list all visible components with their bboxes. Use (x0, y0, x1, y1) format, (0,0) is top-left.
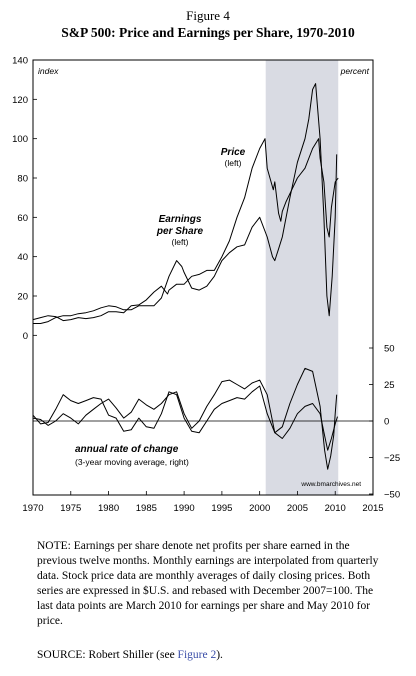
x-axis-tick-label: 2000 (249, 503, 270, 514)
eps-annotation-line2: per Share (156, 226, 204, 237)
left-axis-tick-label: 120 (12, 95, 28, 106)
right-axis-tick-label: 25 (384, 380, 395, 391)
earnings-change-line (32, 367, 338, 470)
earnings-line (33, 83, 338, 324)
price-change-line (32, 379, 338, 451)
right-axis-tick-label: 0 (384, 417, 389, 428)
left-axis-label: index (38, 66, 59, 76)
credit-text: www.bmarchives.net (300, 481, 361, 488)
left-axis-tick-label: 80 (17, 174, 28, 185)
x-axis-tick-label: 2010 (325, 503, 346, 514)
rate-annotation: annual rate of change (75, 444, 179, 455)
right-axis-tick-label: −25 (384, 453, 400, 464)
figure-label: Figure 4 (186, 8, 230, 23)
eps-annotation-sub: (left) (172, 237, 189, 247)
x-axis-tick-label: 2015 (362, 503, 383, 514)
right-axis-tick-label: 50 (384, 344, 395, 355)
source-line: SOURCE: Robert Shiller (see Figure 2). (37, 649, 387, 661)
chart-canvas: 0 20 40 60 80 100 120 140 50 25 0 −25 −50 1970 1975 198… (12, 56, 400, 515)
chart-title: S&P 500: Price and Earnings per Share, 1… (61, 25, 355, 40)
x-axis-tick-label: 1975 (60, 503, 81, 514)
x-axis-tick-label: 1970 (22, 503, 43, 514)
eps-annotation-line1: Earnings (159, 214, 202, 225)
x-axis-tick-label: 1990 (174, 503, 195, 514)
x-axis-tick-label: 2005 (287, 503, 308, 514)
source-prefix: SOURCE: Robert Shiller (see (37, 649, 178, 661)
price-annotation-sub: (left) (225, 158, 242, 168)
left-axis-tick-label: 100 (12, 134, 28, 145)
left-axis-tick-label: 60 (17, 213, 28, 224)
x-axis-tick-label: 1985 (136, 503, 157, 514)
right-axis-label: percent (340, 66, 370, 76)
price-annotation: Price (221, 147, 246, 158)
shaded-period (265, 60, 339, 495)
left-axis-tick-label: 140 (12, 56, 28, 67)
left-axis-tick-label: 20 (17, 292, 28, 303)
x-axis-tick-label: 1980 (98, 503, 119, 514)
plot-frame (32, 59, 374, 496)
rate-annotation-sub: (3-year moving average, right) (75, 457, 189, 467)
left-axis-tick-label: 0 (23, 331, 28, 342)
price-line (32, 138, 339, 322)
right-axis-tick-label: −50 (384, 490, 400, 501)
left-axis-tick-label: 40 (17, 252, 28, 263)
note-paragraph: NOTE: Earnings per share denote net prof… (37, 540, 379, 627)
x-axis-tick-label: 1995 (211, 503, 232, 514)
figure-2-link[interactable]: Figure 2 (177, 649, 217, 661)
source-suffix: ). (216, 649, 223, 661)
